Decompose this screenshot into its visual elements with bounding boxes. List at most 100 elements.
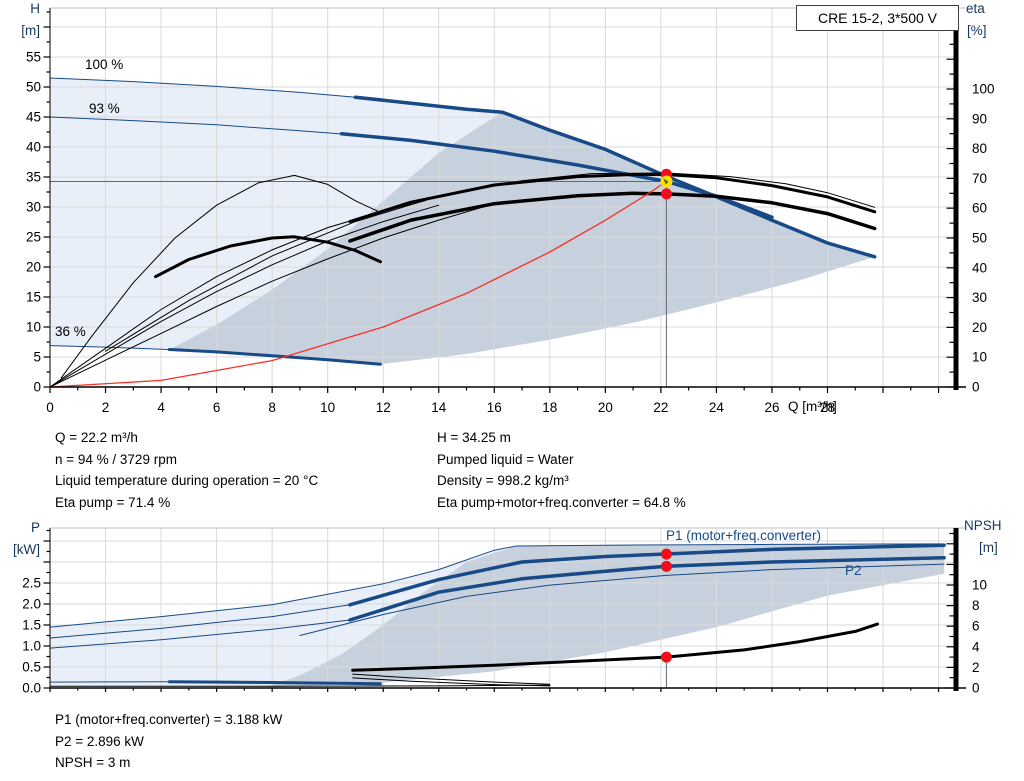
left-tick-label: 30 — [26, 200, 41, 215]
right-tick-label: 10 — [972, 350, 987, 365]
eta-axis-title: eta — [966, 1, 985, 16]
qh-100pct-thick — [353, 95, 877, 259]
eta-36pct-total-thick — [154, 235, 382, 279]
p2-aux-thin — [299, 563, 945, 636]
right-tick-label: 10 — [972, 578, 987, 593]
left-tick-label: 2.0 — [22, 597, 41, 612]
right-tick-label: 0 — [972, 380, 980, 395]
p1-94pct-thin — [49, 604, 351, 639]
base-black — [49, 684, 551, 687]
x-tick-label: 8 — [268, 400, 276, 415]
left-tick-label: 55 — [26, 50, 41, 65]
h-axis-title: H — [30, 1, 40, 16]
left-tick-label: 1.0 — [22, 639, 41, 654]
control-curve-red — [49, 180, 668, 388]
duty-cursor-glyph — [663, 178, 669, 185]
eta-36pct-pump-thin — [60, 174, 379, 379]
npsh-axis-unit: [m] — [979, 540, 998, 555]
axis-right-bar — [953, 528, 959, 691]
x-tick-label: 2 — [102, 400, 110, 415]
x-tick-label: 16 — [487, 400, 502, 415]
info-eta-pump: Eta pump = 71.4 % — [55, 494, 171, 510]
info-density: Density = 998.2 kg/m³ — [437, 473, 569, 488]
p-axis-unit: [kW] — [13, 542, 40, 557]
x-tick-label: 28 — [820, 400, 835, 415]
left-tick-label: 25 — [26, 230, 41, 245]
x-tick-label: 18 — [542, 400, 557, 415]
right-tick-label: 70 — [972, 171, 987, 186]
p2-94pct-thick — [348, 556, 946, 622]
x-tick-label: 4 — [157, 400, 165, 415]
right-tick-label: 90 — [972, 111, 987, 126]
qh-36pct-thick — [167, 348, 382, 366]
right-tick-label: 0 — [972, 681, 980, 696]
x-tick-label: 24 — [709, 400, 725, 415]
h-axis-unit: [m] — [21, 23, 40, 38]
power-info: P1 (motor+freq.converter) = 3.188 kW P2 … — [55, 709, 282, 774]
p1-94pct-thick — [348, 543, 946, 607]
p1-curve-label: P1 (motor+freq.converter) — [666, 528, 821, 543]
x-tick-label: 6 — [213, 400, 221, 415]
p2-duty-dot — [660, 560, 672, 572]
right-tick-label: 6 — [972, 619, 980, 634]
operating-area — [169, 112, 875, 365]
info-p2: P2 = 2.896 kW — [55, 733, 144, 749]
qh-100pct-thin — [49, 77, 356, 98]
x-tick-label: 14 — [431, 400, 447, 415]
left-tick-label: 0.5 — [22, 660, 41, 675]
right-tick-label: 60 — [972, 201, 987, 216]
info-eta-total: Eta pump+motor+freq.converter = 64.8 % — [437, 494, 686, 510]
right-tick-label: 100 — [972, 82, 995, 97]
x-tick-label: 20 — [598, 400, 613, 415]
right-tick-label: 4 — [972, 639, 980, 654]
info-npsh: NPSH = 3 m — [55, 755, 131, 770]
right-tick-label: 30 — [972, 290, 987, 305]
x-tick-label: 12 — [376, 400, 391, 415]
left-tick-label: 15 — [26, 290, 41, 305]
info-h: H = 34.25 m — [437, 430, 511, 445]
eta-fan-1 — [49, 204, 440, 388]
info-q: Q = 22.2 m³/h — [55, 430, 138, 445]
eta-fan-3 — [49, 203, 495, 388]
left-tick-label: 1.5 — [22, 618, 41, 633]
p-axis-title: P — [30, 520, 40, 535]
pump-title-box: CRE 15-2, 3*500 V — [796, 5, 959, 31]
q-axis-label: Q [m³/h] — [788, 399, 837, 414]
npsh-duty-dot — [660, 651, 672, 663]
eta-total-thick — [348, 191, 877, 243]
p2-94pct-thin — [49, 619, 351, 649]
x-tick-label: 10 — [320, 400, 335, 415]
p1-100pct-thin — [49, 543, 945, 628]
x-tick-label: 0 — [46, 400, 54, 415]
pmin-thick — [167, 680, 382, 686]
left-tick-label: 20 — [26, 260, 41, 275]
right-tick-label: 20 — [972, 320, 987, 335]
info-p1: P1 (motor+freq.converter) = 3.188 kW — [55, 712, 283, 727]
right-tick-label: 80 — [972, 141, 987, 156]
left-tick-label: 40 — [26, 140, 41, 155]
left-tick-label: 2.5 — [22, 576, 41, 591]
speed-label-36: 36 % — [55, 324, 86, 339]
eta-total-duty-dot — [660, 188, 672, 200]
right-tick-label: 2 — [972, 660, 980, 675]
left-tick-label: 45 — [26, 110, 41, 125]
x-tick-label: 26 — [764, 400, 779, 415]
left-tick-label: 0.0 — [22, 681, 41, 696]
info-temp: Liquid temperature during operation = 20… — [55, 473, 319, 488]
right-tick-label: 50 — [972, 231, 987, 246]
x-tick-label: 22 — [653, 400, 668, 415]
left-tick-label: 50 — [26, 80, 41, 95]
npsh-axis-title: NPSH — [964, 518, 1002, 533]
axis-right-bar — [953, 8, 959, 390]
left-tick-label: 0 — [33, 380, 41, 395]
left-tick-label: 10 — [26, 320, 41, 335]
qh-93pct-thin — [49, 116, 356, 136]
duty-info-right: H = 34.25 m Pumped liquid = Water Densit… — [437, 427, 686, 513]
info-liquid: Pumped liquid = Water — [437, 451, 574, 467]
p2-curve-label: P2 — [845, 563, 862, 578]
speed-label-100: 100 % — [85, 57, 124, 72]
pmin-black-1 — [352, 673, 551, 685]
left-tick-label: 5 — [33, 350, 41, 365]
left-tick-label: 35 — [26, 170, 41, 185]
